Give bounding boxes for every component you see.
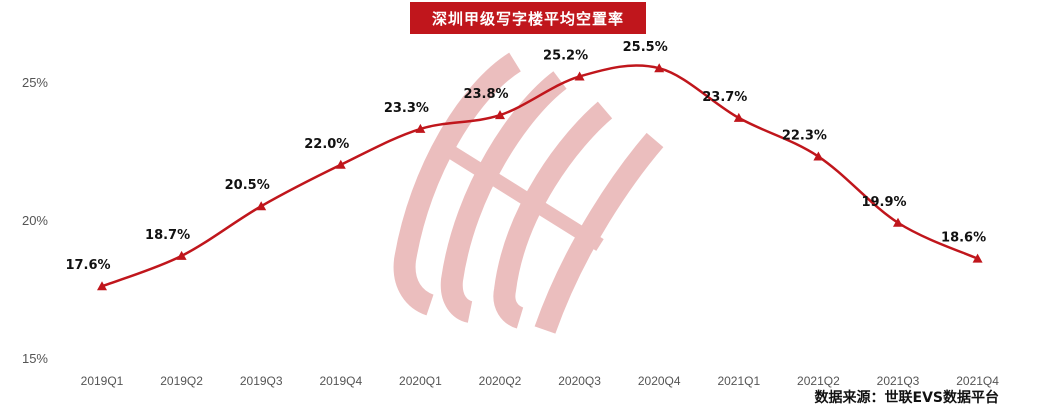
x-tick-label: 2019Q2: [160, 374, 203, 388]
data-source-note: 数据来源：世联EVS数据平台: [814, 390, 999, 406]
data-point-marker: [574, 71, 585, 81]
y-tick-label: 20%: [22, 213, 48, 228]
data-point-marker: [972, 253, 983, 263]
data-point-marker: [654, 63, 665, 73]
y-tick-label: 25%: [22, 75, 48, 90]
data-label: 17.6%: [65, 258, 110, 273]
data-label: 18.7%: [145, 228, 190, 243]
x-tick-label: 2020Q2: [479, 374, 522, 388]
data-point-marker: [97, 281, 107, 291]
data-label: 23.3%: [384, 101, 429, 116]
x-tick-label: 2021Q1: [717, 374, 760, 388]
x-tick-label: 2019Q4: [319, 374, 362, 388]
x-tick-label: 2021Q3: [877, 374, 920, 388]
data-point-marker: [335, 159, 346, 169]
x-tick-label: 2020Q4: [638, 374, 681, 388]
x-tick-label: 2020Q3: [558, 374, 601, 388]
data-point-marker: [495, 110, 505, 120]
data-label: 25.5%: [623, 40, 668, 55]
data-label: 19.9%: [861, 195, 906, 210]
watermark-logo: [393, 52, 664, 334]
data-label: 22.0%: [304, 137, 349, 152]
data-point-marker: [733, 112, 744, 122]
y-tick-label: 15%: [22, 351, 48, 366]
data-label: 23.7%: [702, 90, 747, 105]
x-tick-label: 2021Q4: [956, 374, 999, 388]
data-point-marker: [893, 217, 903, 227]
data-label: 23.8%: [463, 87, 508, 102]
x-tick-label: 2019Q3: [240, 374, 283, 388]
chart-title: 深圳甲级写字楼平均空置率: [410, 2, 646, 34]
x-tick-label: 2021Q2: [797, 374, 840, 388]
x-tick-label: 2020Q1: [399, 374, 442, 388]
data-label: 18.6%: [941, 231, 986, 246]
series-line: [101, 64, 979, 288]
x-tick-label: 2019Q1: [81, 374, 124, 388]
data-point-marker: [813, 151, 824, 161]
data-point-marker: [415, 123, 426, 133]
data-point-marker: [256, 201, 267, 211]
data-label: 22.3%: [782, 129, 827, 144]
data-label: 25.2%: [543, 48, 588, 63]
data-point-marker: [176, 250, 187, 260]
data-label: 20.5%: [225, 178, 270, 193]
